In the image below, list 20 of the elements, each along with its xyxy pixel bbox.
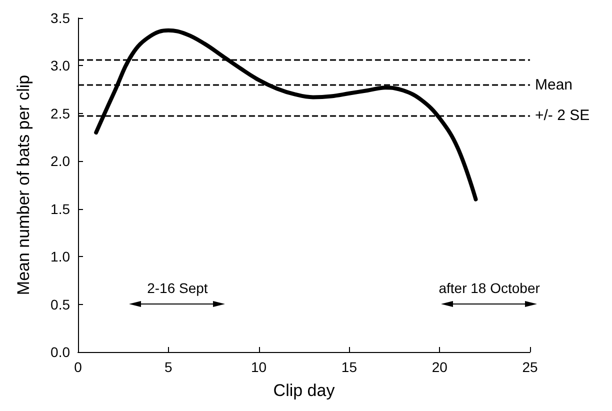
y-tick-label: 1.5 bbox=[50, 200, 70, 217]
x-tick-label: 10 bbox=[251, 359, 267, 375]
x-tick-label: 15 bbox=[341, 359, 358, 375]
ref-line-label: Mean bbox=[535, 76, 573, 94]
y-tick-label: 3.0 bbox=[50, 58, 70, 74]
y-tick-label: 0.5 bbox=[50, 296, 70, 312]
x-tick-label: 20 bbox=[432, 359, 448, 375]
ref-line-label: +/- 2 SE bbox=[535, 106, 590, 124]
y-tick-label: 2.0 bbox=[50, 153, 70, 170]
annotation: after 18 October bbox=[438, 280, 540, 296]
annotation: 2-16 Sept bbox=[147, 280, 208, 296]
x-axis-title: Clip day bbox=[273, 381, 336, 400]
y-tick-label: 1.0 bbox=[50, 248, 70, 265]
y-tick-label: 2.5 bbox=[50, 105, 70, 122]
x-tick-label: 25 bbox=[522, 359, 538, 375]
x-tick-label: 5 bbox=[164, 359, 172, 375]
y-axis-title: Mean number of bats per clip bbox=[14, 74, 33, 296]
y-tick-label: 0.0 bbox=[50, 344, 70, 360]
y-tick-label: 3.5 bbox=[50, 10, 70, 26]
x-tick-label: 0 bbox=[74, 359, 82, 375]
